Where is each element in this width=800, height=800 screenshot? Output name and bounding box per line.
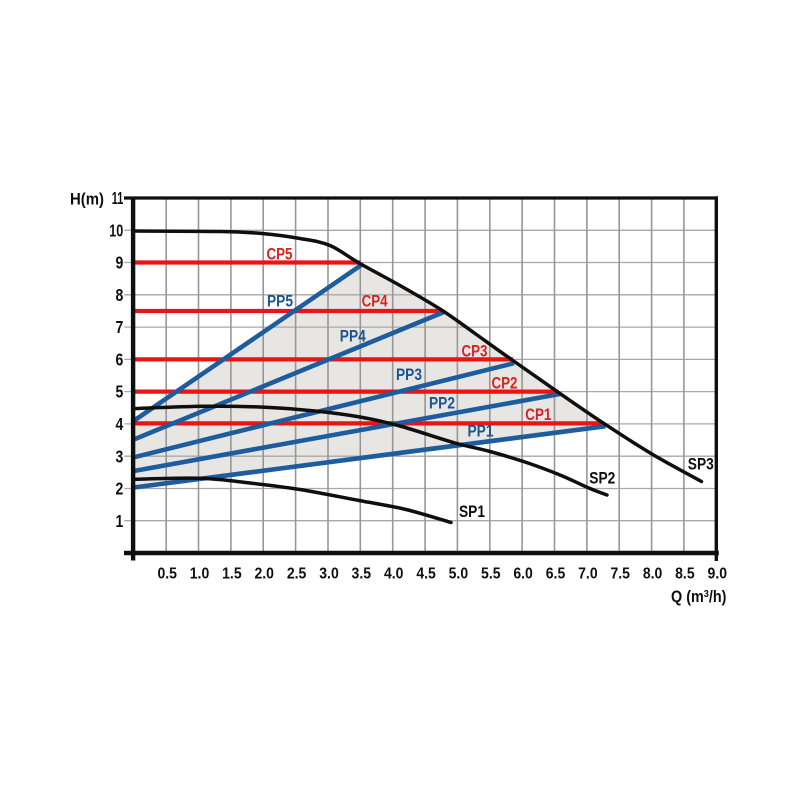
svg-text:11: 11 (112, 188, 124, 208)
svg-text:1: 1 (116, 511, 124, 531)
svg-text:1.5: 1.5 (222, 566, 242, 583)
svg-text:PP4: PP4 (340, 328, 367, 346)
svg-text:4: 4 (116, 414, 124, 434)
svg-text:6: 6 (116, 350, 124, 370)
svg-text:PP2: PP2 (429, 395, 455, 413)
svg-text:6.5: 6.5 (546, 566, 566, 583)
svg-text:SP1: SP1 (459, 503, 485, 521)
svg-text:PP5: PP5 (267, 292, 293, 310)
svg-text:9.0: 9.0 (708, 566, 728, 583)
svg-text:CP5: CP5 (267, 245, 293, 263)
svg-text:CP1: CP1 (525, 406, 551, 424)
svg-text:3.0: 3.0 (319, 566, 339, 583)
svg-text:5.0: 5.0 (449, 566, 469, 583)
svg-text:SP3: SP3 (688, 455, 714, 473)
svg-text:2.0: 2.0 (254, 566, 274, 583)
svg-text:8.5: 8.5 (675, 566, 695, 583)
svg-text:CP3: CP3 (462, 343, 488, 361)
svg-text:2: 2 (116, 479, 124, 499)
svg-text:CP2: CP2 (492, 375, 518, 393)
svg-text:1.0: 1.0 (190, 566, 210, 583)
svg-text:Q (m3/h): Q (m3/h) (671, 588, 727, 606)
svg-text:10: 10 (109, 220, 123, 240)
svg-text:7.0: 7.0 (578, 566, 598, 583)
svg-text:6.0: 6.0 (513, 566, 533, 583)
svg-text:5: 5 (116, 382, 124, 402)
svg-text:2.5: 2.5 (287, 566, 307, 583)
svg-text:SP2: SP2 (589, 469, 615, 487)
svg-text:H(m): H(m) (70, 190, 104, 208)
svg-text:PP3: PP3 (396, 366, 422, 384)
svg-text:3.5: 3.5 (352, 566, 372, 583)
svg-text:7.5: 7.5 (610, 566, 630, 583)
svg-text:9: 9 (116, 253, 124, 273)
svg-text:4.5: 4.5 (416, 566, 436, 583)
svg-text:PP1: PP1 (468, 422, 494, 440)
svg-text:3: 3 (116, 446, 124, 466)
svg-text:7: 7 (116, 317, 124, 337)
svg-text:5.5: 5.5 (481, 566, 501, 583)
svg-text:CP4: CP4 (362, 292, 389, 310)
svg-text:0.5: 0.5 (157, 566, 177, 583)
svg-text:8: 8 (116, 285, 124, 305)
svg-text:8.0: 8.0 (643, 566, 663, 583)
svg-text:4.0: 4.0 (384, 566, 404, 583)
